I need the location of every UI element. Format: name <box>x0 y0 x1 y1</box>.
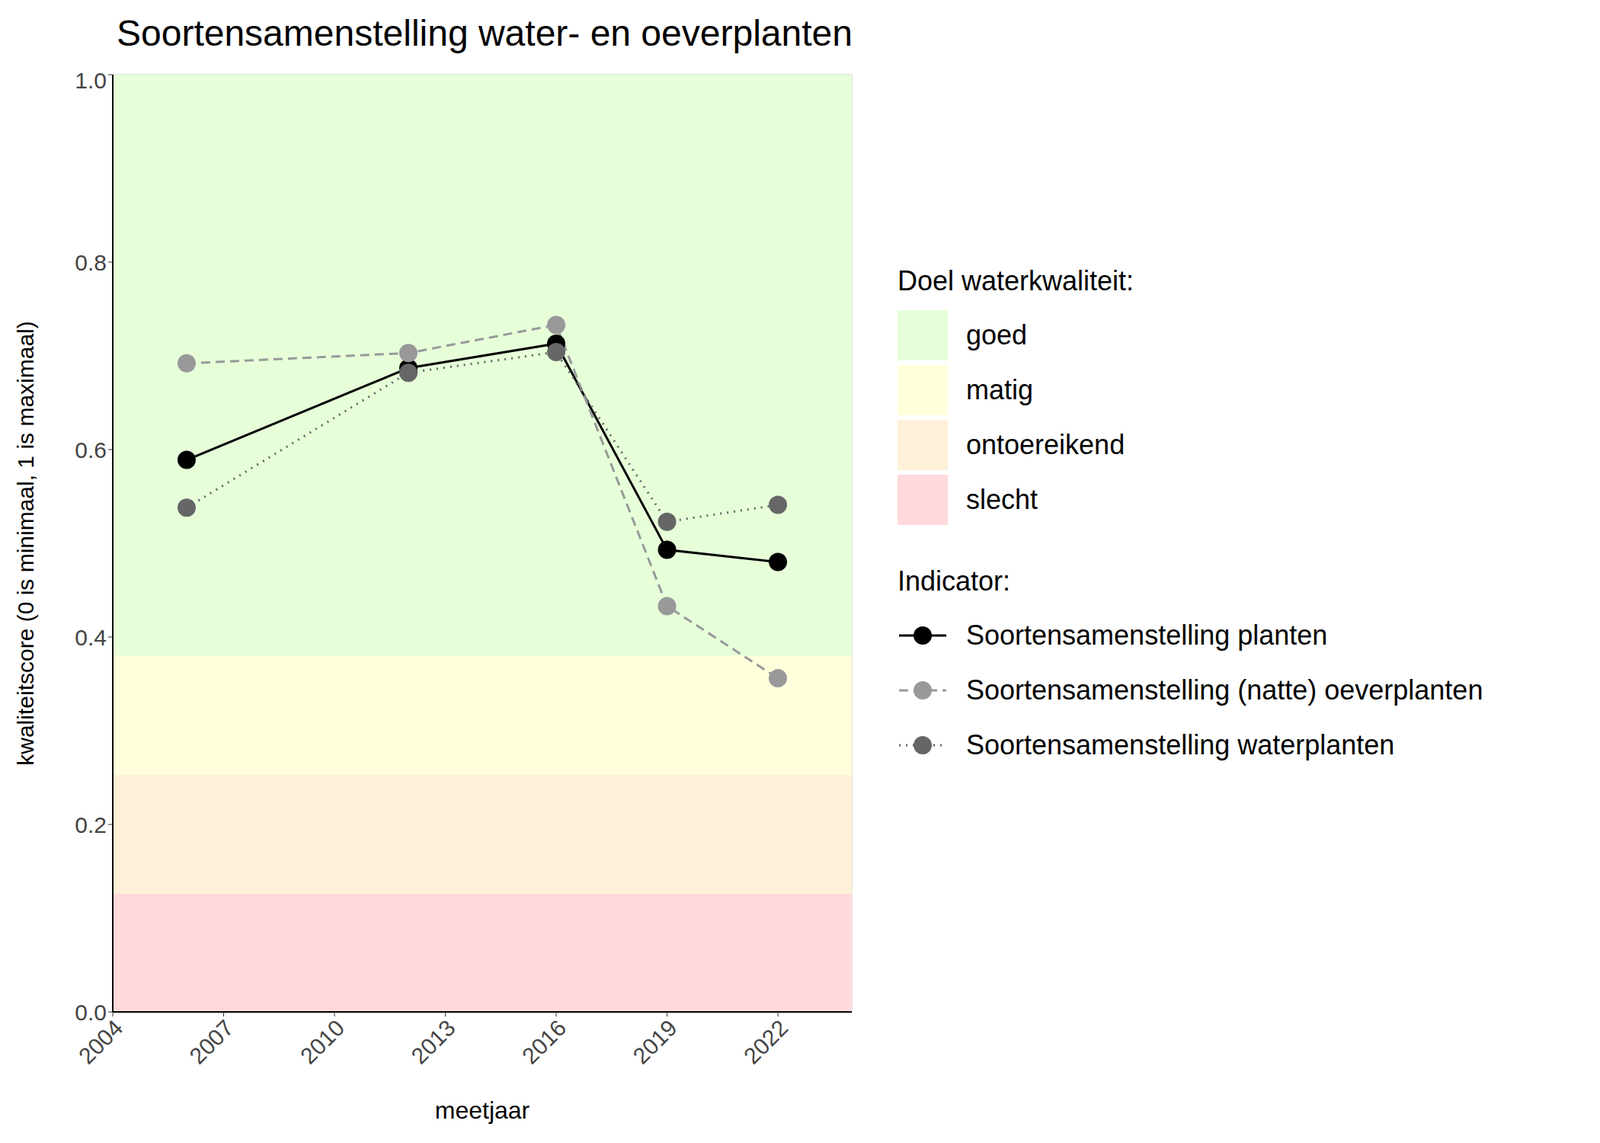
html-text:Doel waterkwaliteit:: Doel waterkwaliteit: <box>897 265 1134 297</box>
svg-text:2010: 2010 <box>295 1014 350 1069</box>
svg-text:0.0: 0.0 <box>74 999 107 1025</box>
html-text:goed: goed <box>966 319 1028 351</box>
svg-text:2007: 2007 <box>184 1014 239 1069</box>
svg-text:0.6: 0.6 <box>74 437 107 463</box>
svg-text:0.2: 0.2 <box>74 812 107 838</box>
html-text:Indicator:: Indicator: <box>897 565 1011 597</box>
svg-text:0.8: 0.8 <box>74 249 107 276</box>
svg-text:kwaliteitscore (0 is minimaal,: kwaliteitscore (0 is minimaal, 1 is maxi… <box>12 320 39 765</box>
svg-text:meetjaar: meetjaar <box>435 1096 531 1124</box>
html-text:Soortensamenstelling water- en: Soortensamenstelling water- en oeverplan… <box>116 12 853 54</box>
html-text:Soortensamenstelling planten: Soortensamenstelling planten <box>966 619 1328 651</box>
svg-text:2016: 2016 <box>517 1014 572 1069</box>
svg-text:2013: 2013 <box>406 1014 461 1069</box>
html-text:slecht: slecht <box>966 483 1038 516</box>
svg-text:1.0: 1.0 <box>74 67 107 93</box>
html-text:ontoereikend: ontoereikend <box>966 428 1125 461</box>
html-text:Soortensamenstelling waterplan: Soortensamenstelling waterplanten <box>966 729 1395 761</box>
svg-text:0.4: 0.4 <box>74 624 107 650</box>
svg-text:2004: 2004 <box>73 1014 128 1069</box>
html-text:matig: matig <box>966 374 1034 406</box>
html-text:Soortensamenstelling (natte) o: Soortensamenstelling (natte) oeverplante… <box>966 674 1483 706</box>
svg-text:2022: 2022 <box>739 1014 794 1069</box>
svg-text:2019: 2019 <box>627 1014 682 1069</box>
